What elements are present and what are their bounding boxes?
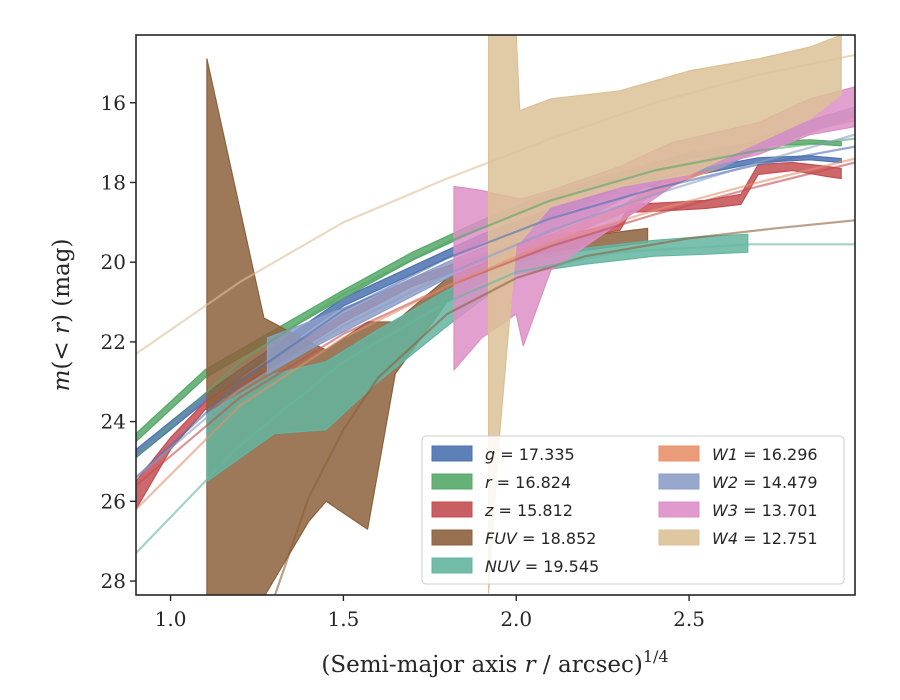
legend-swatch-w3 [658,501,700,518]
legend-label-w3: W3 = 13.701 [712,501,818,520]
legend-label-z: z = 15.812 [484,501,573,520]
y-axis-label: m(< r) (mag) [49,239,75,392]
legend-swatch-w2 [658,473,700,490]
legend-swatch-nuv [431,557,473,574]
legend-swatch-w4 [658,529,700,546]
y-tick-label: 26 [101,489,126,513]
legend-swatch-r [431,473,473,490]
legend-label-g: g = 17.335 [485,445,575,464]
y-tick-label: 18 [101,170,126,194]
x-tick-label: 2.5 [673,607,705,631]
y-tick-label: 22 [101,330,126,354]
legend-label-w2: W2 = 14.479 [712,473,818,492]
x-tick-label: 2.0 [500,607,532,631]
model-curve-nuv [136,243,855,554]
y-tick-label: 16 [101,91,126,115]
legend-label-r: r = 16.824 [485,473,571,492]
legend-swatch-fuv [431,529,473,546]
y-tick-label: 24 [101,410,126,434]
y-axis-ticks: 16 18 20 22 24 26 28 [101,91,136,593]
band-r [136,139,842,443]
model-curve-w2 [136,133,855,479]
legend-label-nuv: NUV = 19.545 [485,557,599,576]
legend-label-w1: W1 = 16.296 [712,445,818,464]
band-w4 [488,35,842,594]
y-tick-label: 28 [101,569,126,593]
plot-frame [135,34,856,596]
legend-swatch-z [431,501,473,518]
legend-label-w4: W4 = 12.751 [712,529,818,548]
legend-swatch-g [431,445,473,462]
x-tick-label: 1.5 [327,607,359,631]
series-models [136,53,855,595]
model-curve-z [136,161,855,487]
model-curve-w1 [136,157,855,511]
legend-box [421,435,845,585]
x-axis-label: (Semi-major axis r / arcsec)1/4 [321,647,668,678]
legend-swatch-w1 [658,445,700,462]
legend-label-fuv: FUV = 18.852 [485,529,596,548]
legend: g = 17.335 r = 16.824 z = 15.812 FUV = 18.8… [421,435,845,585]
x-tick-label: 1.0 [155,607,187,631]
model-curve-w4 [136,53,855,355]
series-bands [136,35,855,595]
x-axis-ticks: 1.0 1.5 2.0 2.5 [155,595,705,631]
y-tick-label: 20 [101,250,126,274]
model-curve-r [136,137,855,459]
model-curve-fuv [273,219,855,595]
